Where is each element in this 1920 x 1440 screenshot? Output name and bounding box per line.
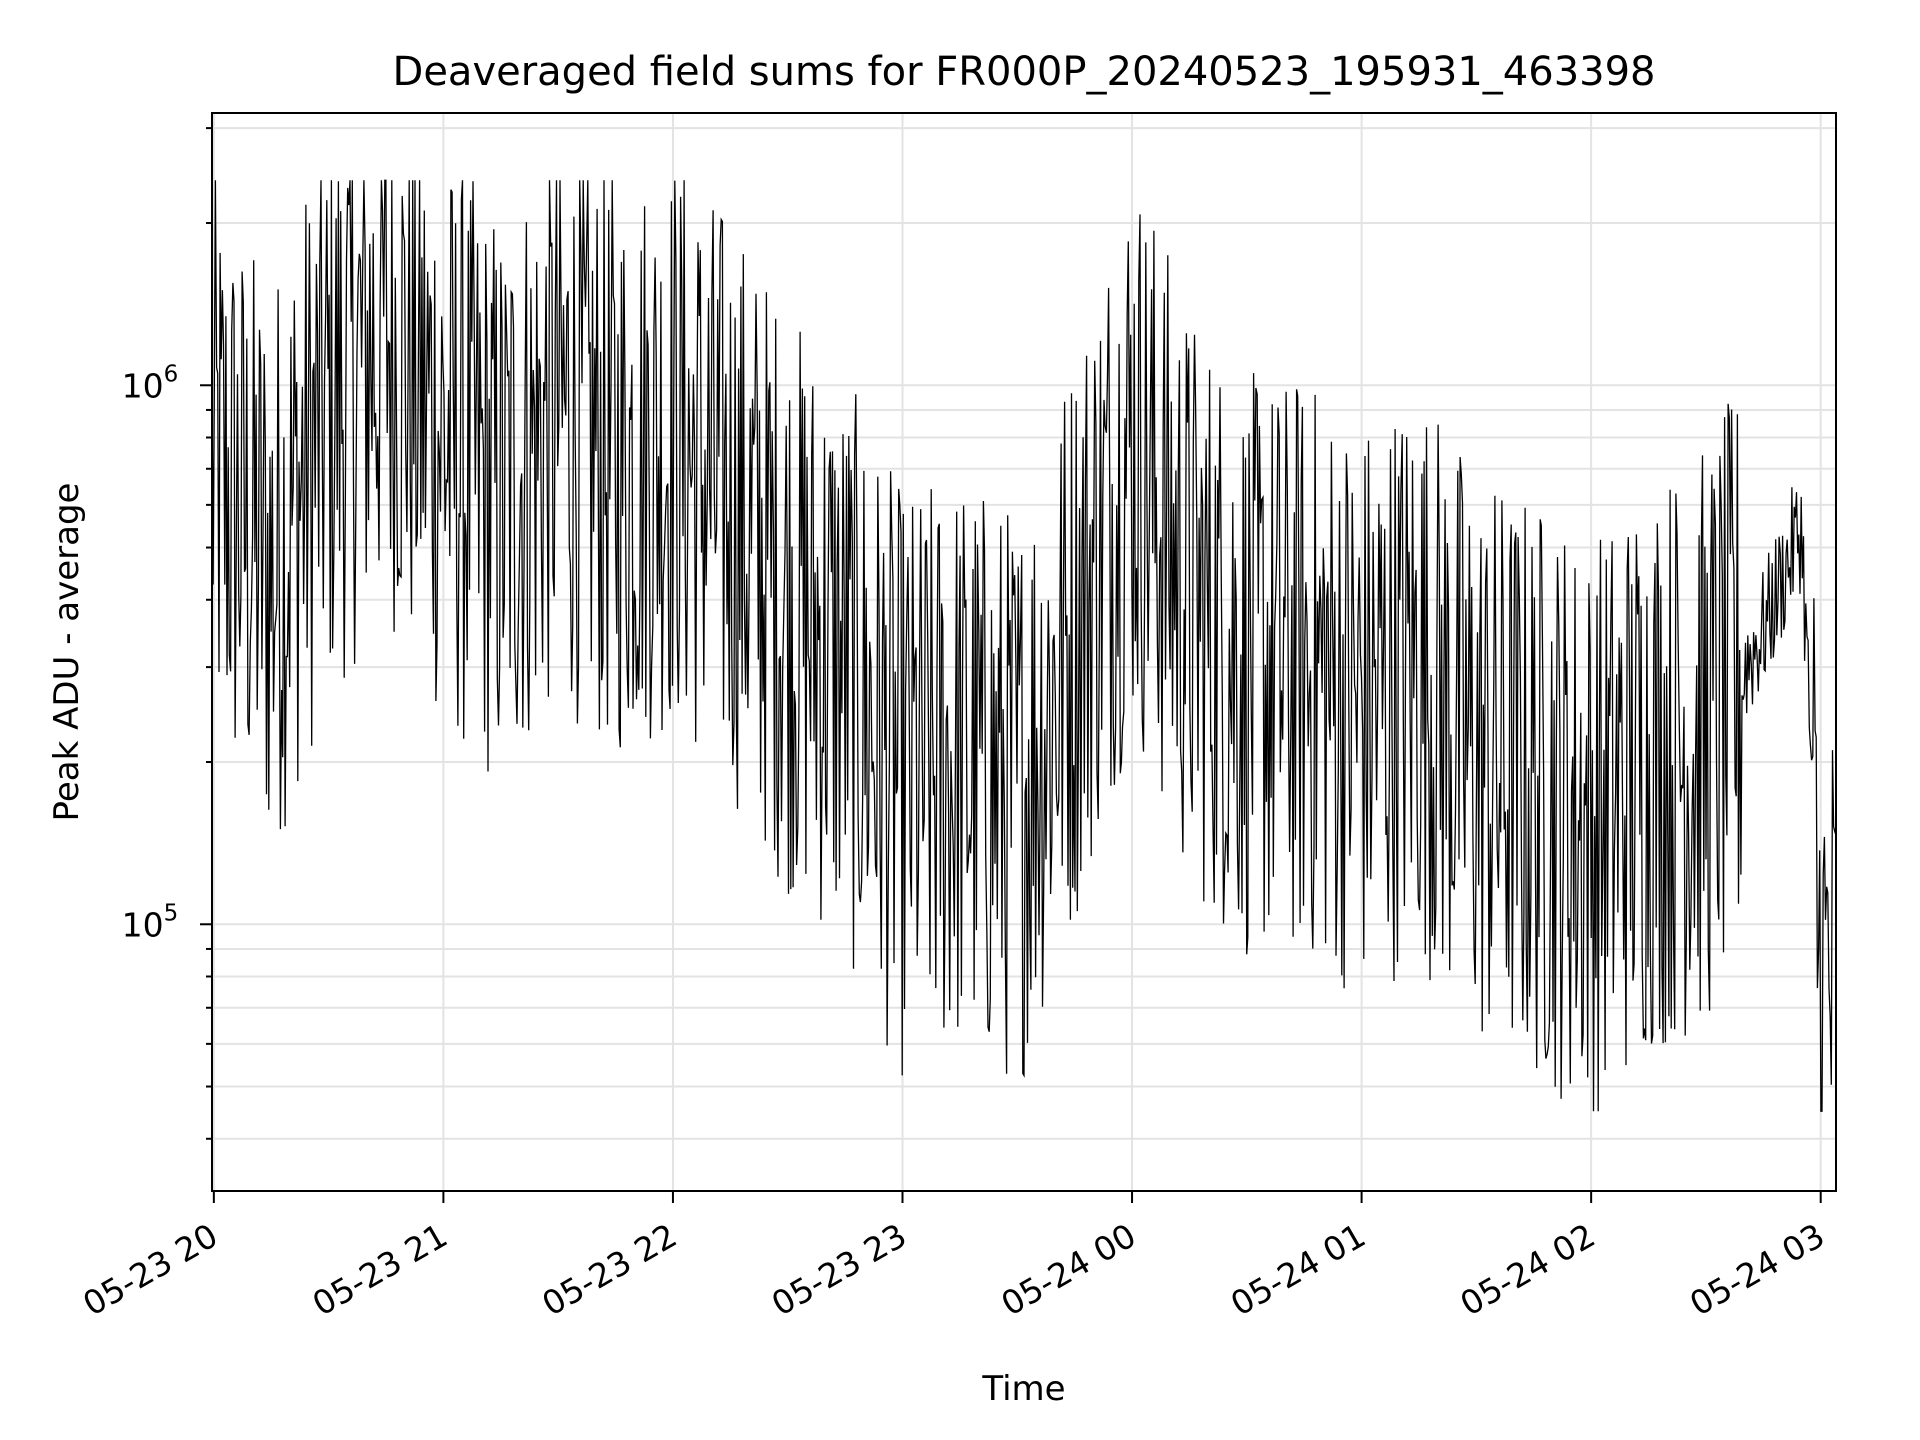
x-axis-ticks: 05-23 20 05-23 21 05-23 22 05-23 23 05-24 00… bbox=[76, 1191, 1831, 1324]
y-tick-exponent: 6 bbox=[164, 361, 179, 387]
x-tick-label: 05-23 23 bbox=[765, 1216, 913, 1324]
x-tick-label: 05-24 00 bbox=[994, 1216, 1142, 1324]
chart-title: Deaveraged field sums for FR000P_2024052… bbox=[393, 49, 1656, 95]
x-tick-label: 05-24 01 bbox=[1224, 1216, 1372, 1324]
x-tick-label: 05-23 20 bbox=[76, 1216, 224, 1324]
y-tick-base: 10 bbox=[122, 366, 164, 405]
y-tick-label: 105 bbox=[122, 900, 179, 944]
y-tick-exponent: 5 bbox=[164, 900, 179, 926]
minor-gridlines bbox=[212, 127, 1836, 1140]
x-tick-label: 05-24 02 bbox=[1454, 1216, 1602, 1324]
x-tick-label: 05-23 22 bbox=[535, 1216, 683, 1324]
x-axis-label: Time bbox=[981, 1369, 1065, 1409]
y-tick-label: 106 bbox=[122, 361, 179, 405]
series-line bbox=[211, 179, 1837, 1112]
plot-frame bbox=[211, 112, 1837, 1192]
x-tick-label: 05-23 21 bbox=[306, 1216, 454, 1324]
y-tick-base: 10 bbox=[122, 905, 164, 944]
y-axis-label: Peak ADU - average bbox=[47, 483, 87, 822]
x-tick-label: 05-24 03 bbox=[1683, 1216, 1831, 1324]
data-series bbox=[211, 179, 1837, 1112]
